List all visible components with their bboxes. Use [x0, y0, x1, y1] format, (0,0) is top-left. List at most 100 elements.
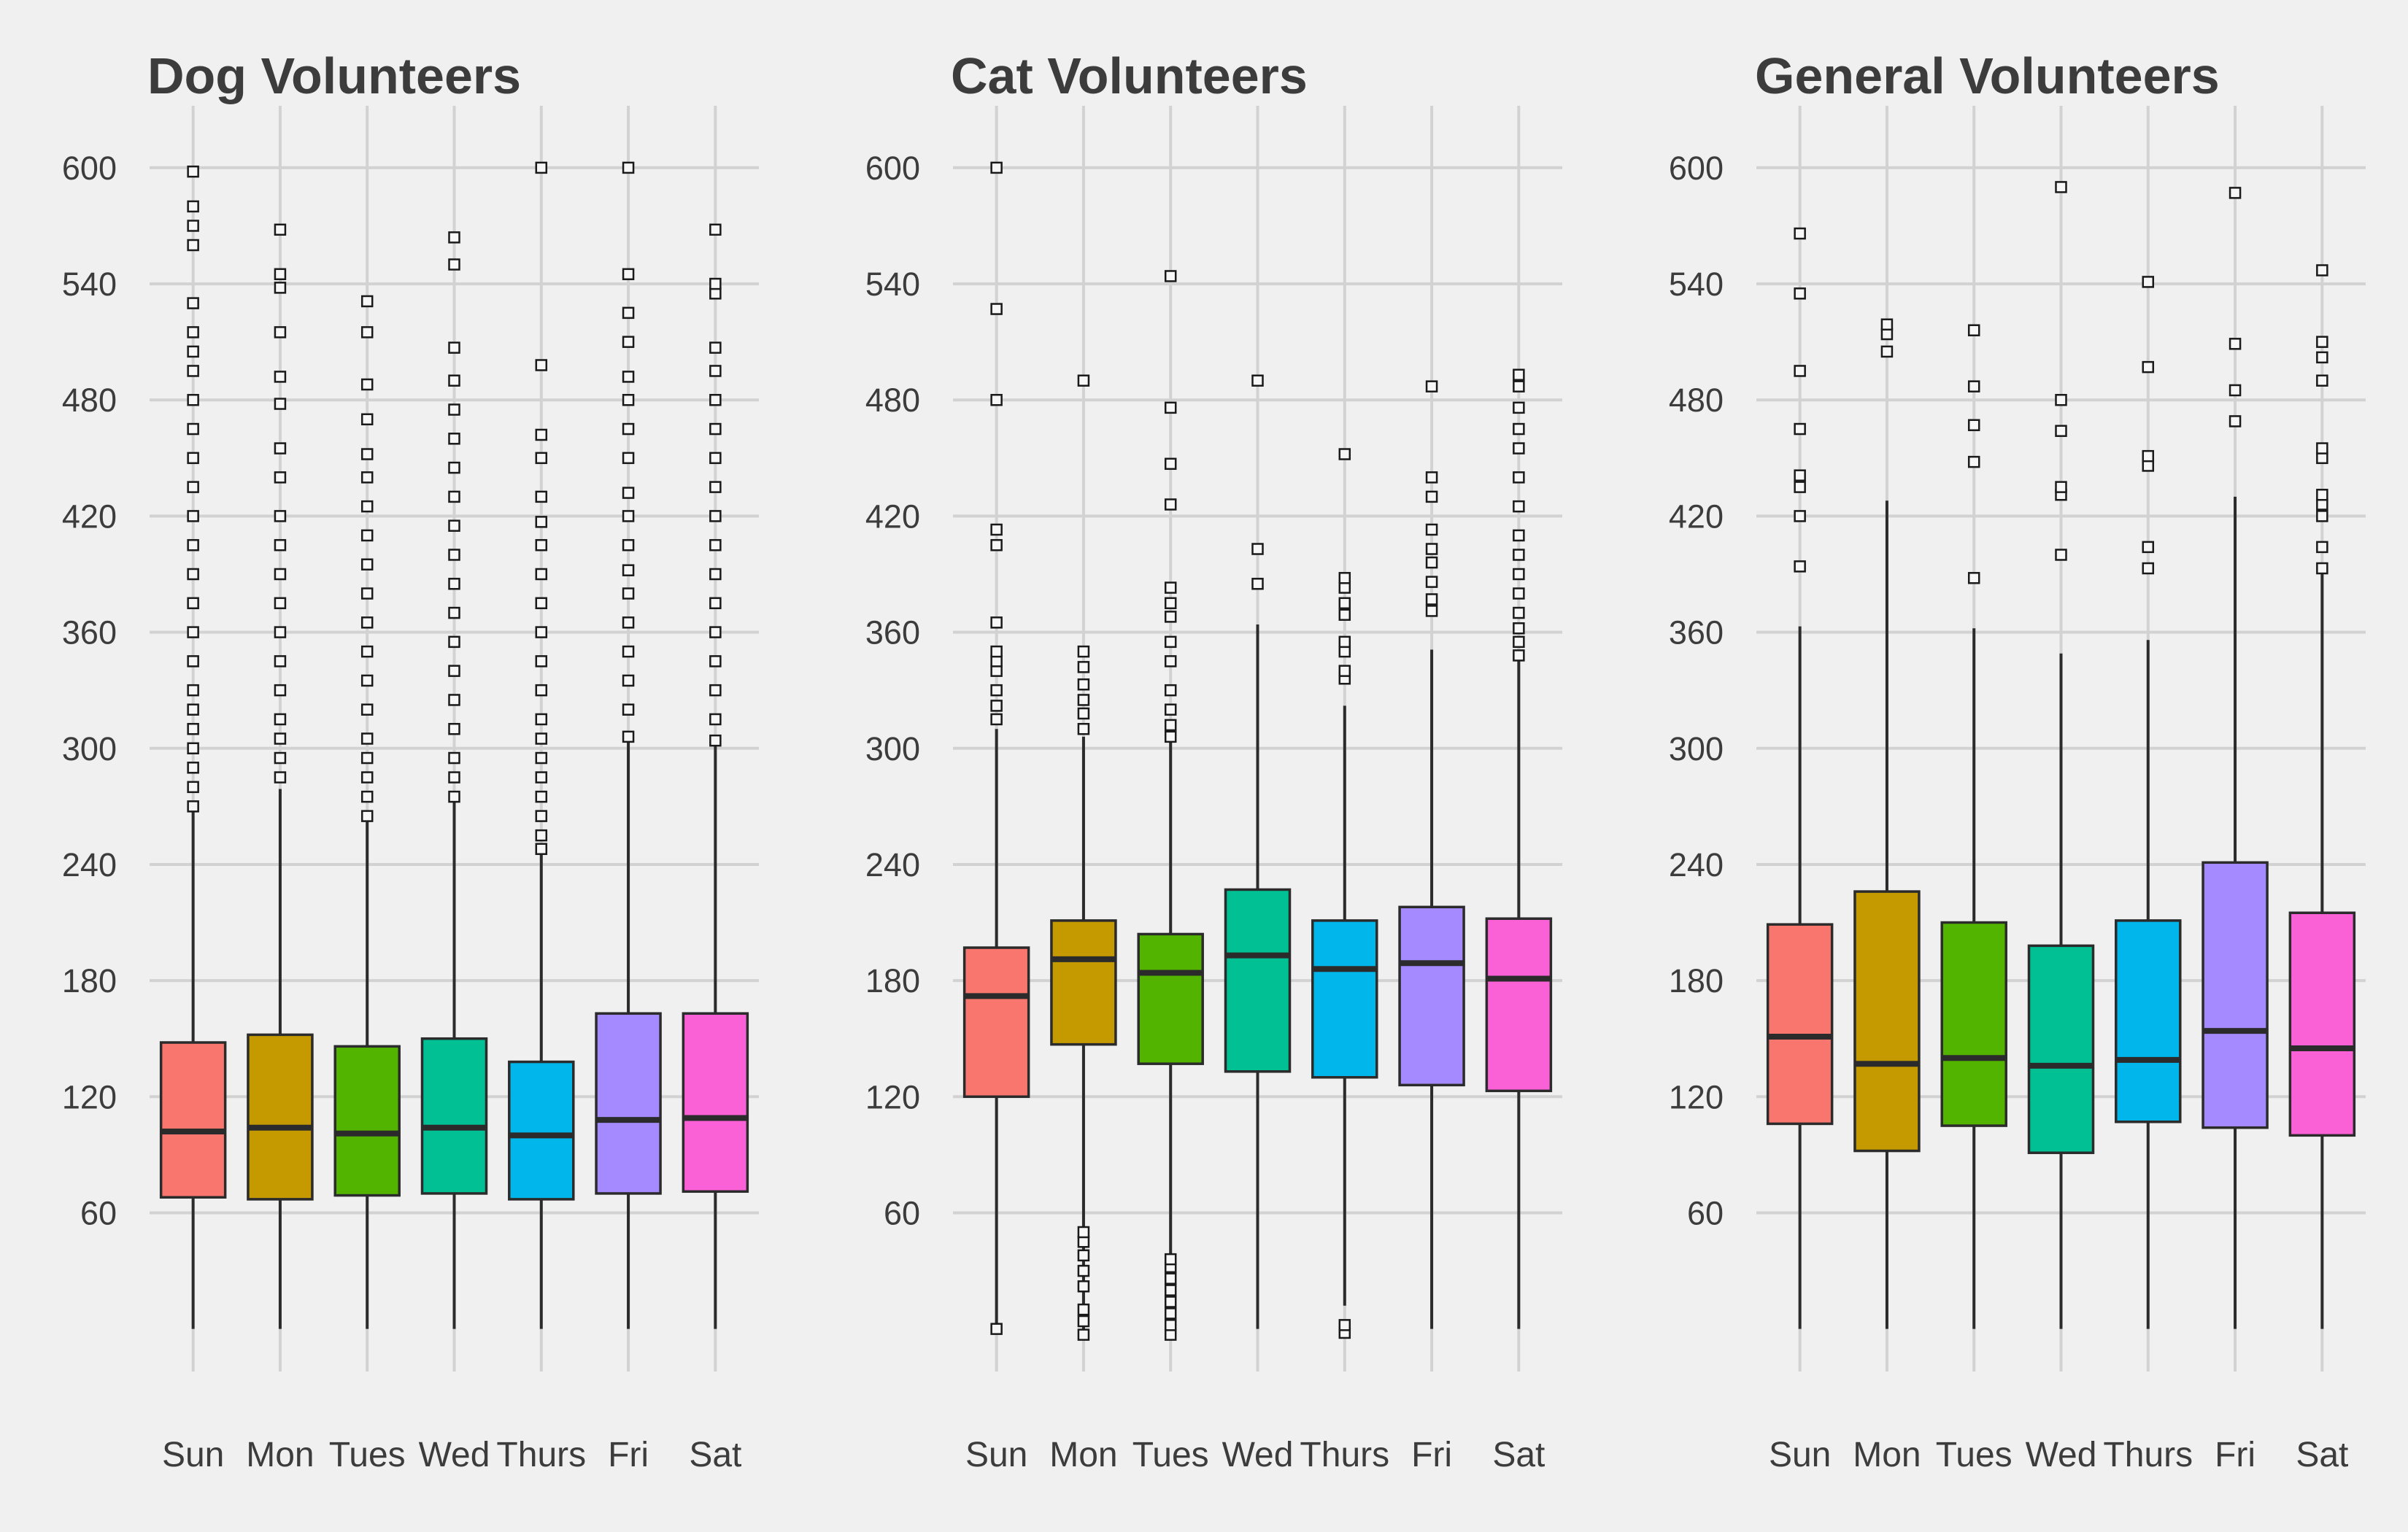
- outlier-point: [448, 341, 460, 354]
- outlier-point: [990, 303, 1003, 315]
- y-tick-label: 480: [1669, 382, 1724, 419]
- outlier-point: [360, 645, 374, 658]
- outlier-point: [448, 578, 460, 590]
- x-tick-label: Fri: [608, 1436, 649, 1474]
- outlier-point: [535, 428, 548, 441]
- outlier-point: [709, 365, 722, 377]
- box-mon: [247, 223, 314, 1329]
- x-tick-label: Wed: [2026, 1436, 2097, 1474]
- outlier-point: [187, 200, 199, 213]
- outlier-point: [1967, 419, 1980, 431]
- outlier-point: [709, 422, 722, 436]
- outlier-point: [1077, 645, 1090, 658]
- outlier-point: [709, 568, 722, 581]
- outlier-point: [990, 713, 1003, 726]
- x-tick-label: Thurs: [496, 1436, 586, 1474]
- outlier-point: [535, 751, 548, 765]
- outlier-point: [448, 665, 460, 677]
- outlier-point: [1513, 471, 1525, 484]
- outlier-point: [622, 564, 635, 576]
- x-tick-label: Mon: [1049, 1436, 1117, 1474]
- outlier-point: [448, 490, 460, 503]
- outlier-point: [1164, 635, 1177, 649]
- y-tick-label: 180: [62, 962, 117, 999]
- y-tick-label: 300: [1669, 730, 1724, 767]
- outlier-point: [274, 371, 287, 383]
- outlier-point: [1164, 611, 1177, 623]
- outlier-point: [622, 336, 635, 348]
- outlier-point: [274, 655, 287, 668]
- outlier-point: [1425, 605, 1438, 617]
- y-tick-label: 480: [62, 382, 117, 419]
- outlier-point: [1967, 572, 1980, 584]
- box-fri: [595, 161, 662, 1329]
- y-tick-label: 360: [62, 614, 117, 651]
- box-body: [1940, 921, 2007, 1127]
- outlier-point: [274, 751, 287, 765]
- outlier-point: [187, 781, 199, 794]
- outlier-point: [2316, 374, 2328, 387]
- outlier-point: [2055, 393, 2067, 406]
- box-body: [1050, 919, 1117, 1046]
- box-body: [1485, 917, 1553, 1093]
- outlier-point: [709, 626, 722, 638]
- outlier-point: [360, 790, 374, 803]
- outlier-point: [448, 231, 460, 244]
- panel-general-volunteers: General Volunteers 60 120 180 240 300 360 420 4…: [1669, 47, 2366, 1474]
- outlier-point: [2055, 481, 2067, 493]
- outlier-point: [1164, 1307, 1177, 1320]
- outlier-point: [187, 165, 199, 178]
- outlier-point: [1513, 401, 1525, 414]
- outlier-point: [187, 597, 199, 610]
- box-body: [1398, 905, 1465, 1087]
- outlier-point: [187, 800, 199, 813]
- box-mon: [1853, 318, 1921, 1329]
- outlier-point: [709, 287, 722, 300]
- y-tick-label: 180: [865, 962, 920, 999]
- box-body: [1766, 923, 1834, 1126]
- outlier-point: [360, 587, 374, 600]
- outlier-point: [990, 684, 1003, 697]
- outlier-point: [709, 481, 722, 493]
- x-tick-label: Tues: [1936, 1436, 2013, 1474]
- outlier-point: [1880, 318, 1894, 331]
- outlier-point: [535, 452, 548, 465]
- outlier-point: [187, 422, 199, 436]
- outlier-point: [1513, 649, 1525, 662]
- y-tick-label: 420: [62, 498, 117, 535]
- outlier-point: [187, 684, 199, 697]
- outlier-point: [1513, 606, 1525, 619]
- outlier-point: [1513, 549, 1525, 561]
- box-body: [2027, 944, 2095, 1154]
- outlier-point: [448, 374, 460, 387]
- outlier-point: [274, 597, 287, 610]
- outlier-point: [1164, 655, 1177, 668]
- box-body: [333, 1045, 401, 1197]
- panel-dog-volunteers: Dog Volunteers 60 120 180 240 300 360 420 480 54…: [62, 47, 759, 1474]
- outlier-point: [1880, 328, 1894, 341]
- outlier-point: [535, 568, 548, 581]
- outlier-point: [1338, 665, 1351, 677]
- x-tick-label: Sun: [162, 1436, 224, 1474]
- outlier-point: [709, 277, 722, 290]
- outlier-point: [709, 223, 722, 236]
- outlier-point: [709, 713, 722, 726]
- box-body: [962, 946, 1030, 1099]
- outlier-point: [2142, 541, 2155, 554]
- panel-title: Dog Volunteers: [147, 47, 521, 104]
- outlier-point: [360, 295, 374, 308]
- outlier-point: [1164, 730, 1177, 743]
- x-tick-label: Sun: [1769, 1436, 1831, 1474]
- outlier-point: [448, 258, 460, 271]
- box-mon: [1050, 374, 1117, 1341]
- x-tick-label: Tues: [329, 1436, 406, 1474]
- outlier-point: [709, 393, 722, 406]
- outlier-point: [1338, 581, 1351, 594]
- outlier-point: [1425, 471, 1438, 484]
- box-body: [1224, 888, 1292, 1073]
- outlier-point: [990, 645, 1003, 658]
- outlier-point: [2228, 384, 2242, 397]
- outlier-point: [448, 549, 460, 561]
- outlier-point: [448, 722, 460, 735]
- outlier-point: [1164, 1328, 1177, 1341]
